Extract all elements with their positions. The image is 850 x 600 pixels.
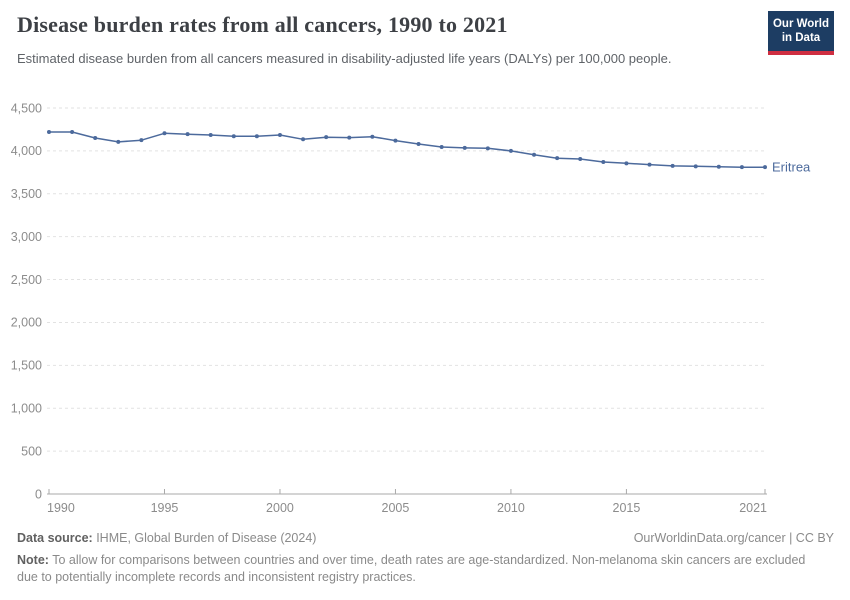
- data-point[interactable]: [370, 134, 375, 139]
- data-point[interactable]: [716, 164, 721, 169]
- x-axis-tick-label: 2021: [739, 501, 767, 515]
- data-point[interactable]: [624, 161, 629, 166]
- note-text: To allow for comparisons between countri…: [17, 553, 806, 584]
- x-axis-tick-label: 1990: [47, 501, 75, 515]
- page-title: Disease burden rates from all cancers, 1…: [17, 12, 508, 37]
- data-source-label: Data source:: [17, 531, 93, 545]
- y-axis-tick-label: 1,500: [11, 359, 42, 373]
- data-point[interactable]: [532, 152, 537, 157]
- chart-svg[interactable]: 0 500 1,000 1,500 2,000 2,500 3,000 3,500 4,000 4…: [0, 90, 850, 530]
- owid-logo-line2: in Data: [781, 32, 821, 45]
- credit-link[interactable]: OurWorldinData.org/cancer | CC BY: [633, 531, 834, 545]
- x-axis-tick-label: 2015: [613, 501, 641, 515]
- data-point[interactable]: [693, 164, 698, 169]
- data-point[interactable]: [231, 134, 236, 139]
- y-axis-tick-label: 0: [35, 487, 42, 501]
- chart-note: Note: To allow for comparisons between c…: [17, 552, 807, 585]
- data-point[interactable]: [647, 162, 652, 167]
- series-line[interactable]: [48, 131, 766, 168]
- data-point[interactable]: [254, 134, 259, 139]
- data-point[interactable]: [393, 138, 398, 143]
- y-axis-tick-label: 2,000: [11, 316, 42, 330]
- y-axis-tick-label: 3,000: [11, 230, 42, 244]
- chart-footer: Data source: IHME, Global Burden of Dise…: [17, 531, 834, 545]
- data-point[interactable]: [462, 145, 467, 150]
- data-point[interactable]: [93, 136, 98, 141]
- data-point[interactable]: [416, 142, 421, 147]
- data-point[interactable]: [439, 145, 444, 150]
- y-axis-tick-label: 4,000: [11, 144, 42, 158]
- data-point[interactable]: [739, 165, 744, 170]
- data-point[interactable]: [116, 139, 121, 144]
- y-axis-tick-label: 2,500: [11, 273, 42, 287]
- data-point[interactable]: [670, 163, 675, 168]
- data-point[interactable]: [185, 132, 190, 137]
- data-point[interactable]: [47, 130, 51, 135]
- y-axis-tick-label: 1,000: [11, 402, 42, 416]
- x-axis-tick-label: 1995: [151, 501, 179, 515]
- data-point[interactable]: [70, 130, 75, 135]
- entity-label[interactable]: Eritrea: [772, 160, 811, 175]
- owid-logo-line1: Our World: [772, 18, 829, 30]
- data-source: Data source: IHME, Global Burden of Dise…: [17, 531, 316, 545]
- y-axis-tick-label: 500: [21, 444, 42, 458]
- chart-subtitle: Estimated disease burden from all cancer…: [17, 51, 672, 66]
- data-point[interactable]: [139, 138, 144, 143]
- y-axis-tick-label: 4,500: [11, 101, 42, 115]
- data-point[interactable]: [301, 137, 306, 142]
- data-point[interactable]: [601, 160, 606, 165]
- data-point[interactable]: [208, 133, 213, 138]
- owid-logo[interactable]: Our World in Data: [768, 11, 834, 55]
- data-point[interactable]: [277, 133, 282, 138]
- data-source-text: IHME, Global Burden of Disease (2024): [92, 531, 317, 545]
- note-label: Note:: [17, 553, 49, 567]
- data-point[interactable]: [578, 157, 583, 162]
- x-axis-tick-label: 2005: [382, 501, 410, 515]
- x-axis-tick-label: 2000: [266, 501, 294, 515]
- data-point[interactable]: [347, 135, 352, 140]
- data-point[interactable]: [324, 135, 329, 140]
- data-point[interactable]: [485, 146, 490, 151]
- data-point[interactable]: [162, 131, 167, 136]
- x-axis-tick-label: 2010: [497, 501, 525, 515]
- data-point[interactable]: [763, 165, 767, 170]
- data-point[interactable]: [555, 156, 560, 161]
- y-axis-tick-label: 3,500: [11, 187, 42, 201]
- data-point[interactable]: [508, 148, 513, 153]
